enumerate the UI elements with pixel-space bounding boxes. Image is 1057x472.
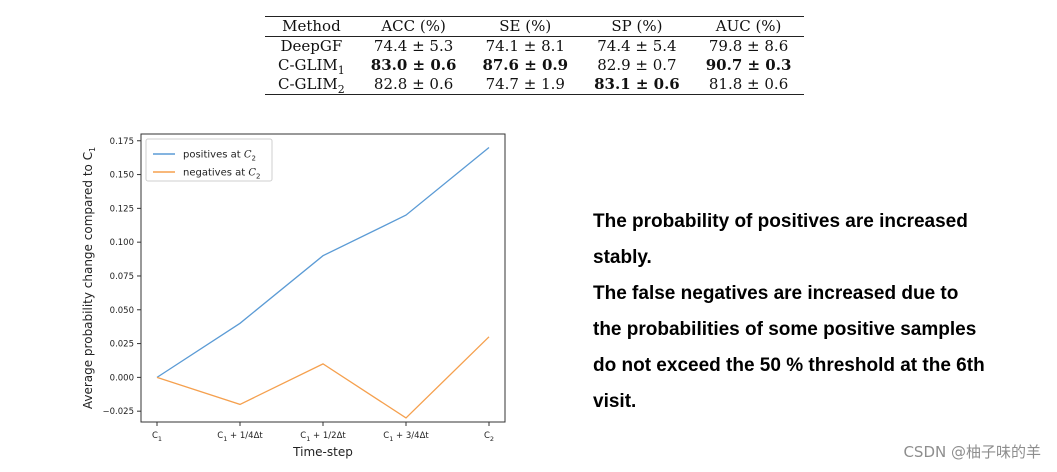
acc-cell: 82.8 ± 0.6 xyxy=(373,75,454,93)
legend-label: positives at C2 xyxy=(183,150,256,163)
x-tick-label: C2 xyxy=(484,431,494,443)
table-row: C-GLIM2 82.8 ± 0.6 74.7 ± 1.9 83.1 ± 0.6… xyxy=(265,75,805,95)
caption-line: The probability of positives are increas… xyxy=(593,211,968,232)
se-cell: 74.7 ± 1.9 xyxy=(485,75,565,93)
table-row: C-GLIM1 83.0 ± 0.6 87.6 ± 0.9 82.9 ± 0.7… xyxy=(265,56,804,77)
se-cell: 74.1 ± 8.1 xyxy=(485,37,565,55)
y-tick-label: 0.000 xyxy=(110,373,134,383)
table-header-row: Method ACC (%) SE (%) SP (%) AUC (%) xyxy=(265,16,805,37)
header-auc: AUC (%) xyxy=(715,17,782,35)
x-tick-label: C1 + 1/2Δt xyxy=(300,431,346,443)
y-tick-label: 0.100 xyxy=(110,238,134,248)
y-tick-label: 0.150 xyxy=(110,171,134,181)
table-row: DeepGF 74.4 ± 5.3 74.1 ± 8.1 74.4 ± 5.4 … xyxy=(265,37,804,57)
x-tick-label: C1 xyxy=(152,431,162,443)
x-tick-label: C1 + 1/4Δt xyxy=(217,431,263,443)
method-subscript: 2 xyxy=(337,83,345,96)
header-acc: ACC (%) xyxy=(381,17,446,35)
sp-cell: 74.4 ± 5.4 xyxy=(597,37,677,55)
series-line-0 xyxy=(156,147,490,378)
method-name: C-GLIM xyxy=(278,56,338,74)
series-lines xyxy=(156,147,490,419)
acc-cell: 74.4 ± 5.3 xyxy=(373,37,454,55)
caption-line: the probabilities of some positive sampl… xyxy=(593,319,977,340)
caption-line: do not exceed the 50 % threshold at the … xyxy=(593,355,985,376)
results-table: Method ACC (%) SE (%) SP (%) AUC (%) Dee… xyxy=(265,16,805,95)
caption-line: The false negatives are increased due to xyxy=(593,283,959,304)
x-axis-title: Time-step xyxy=(292,445,353,459)
se-cell: 87.6 ± 0.9 xyxy=(482,56,569,74)
axis-ticks: −0.025 0.000 0.025 0.050 0.075 0.100 0.125 0.15… xyxy=(103,137,495,443)
legend-label: negatives at C2 xyxy=(183,168,260,181)
auc-cell: 79.8 ± 8.6 xyxy=(708,37,789,55)
y-tick-label: −0.025 xyxy=(103,407,134,417)
plot-frame xyxy=(140,133,506,423)
series-line-1 xyxy=(156,336,490,419)
y-tick-label: 0.050 xyxy=(110,306,134,316)
y-axis-title-text: Average probability change compared to C… xyxy=(81,147,97,409)
watermark: CSDN @柚子味的羊 xyxy=(903,443,1041,461)
method-name: DeepGF xyxy=(280,37,343,55)
caption-line: visit. xyxy=(593,391,637,412)
auc-cell: 90.7 ± 0.3 xyxy=(705,56,792,74)
header-method: Method xyxy=(282,17,341,35)
method-cell: DeepGF xyxy=(265,37,358,57)
header-se: SE (%) xyxy=(499,17,552,35)
sp-cell: 83.1 ± 0.6 xyxy=(594,75,680,93)
line-chart: Average probability change compared to C… xyxy=(81,133,506,459)
method-cell: C-GLIM1 xyxy=(265,56,358,77)
method-subscript: 1 xyxy=(337,64,345,77)
method-cell: C-GLIM2 xyxy=(265,75,358,95)
y-tick-label: 0.125 xyxy=(110,204,134,214)
method-name: C-GLIM xyxy=(278,75,338,93)
legend: positives at C2 negatives at C2 xyxy=(145,138,273,182)
sp-cell: 82.9 ± 0.7 xyxy=(597,56,677,74)
legend-box xyxy=(145,138,273,182)
x-tick-label: C1 + 3/4Δt xyxy=(383,431,429,443)
y-tick-label: 0.175 xyxy=(110,137,134,147)
caption-line: stably. xyxy=(593,247,652,268)
y-tick-label: 0.025 xyxy=(110,340,134,350)
caption-text: The probability of positives are increas… xyxy=(593,204,1033,420)
header-sp: SP (%) xyxy=(611,17,663,35)
y-axis-title: Average probability change compared to C… xyxy=(81,147,97,409)
y-tick-label: 0.075 xyxy=(110,272,134,282)
auc-cell: 81.8 ± 0.6 xyxy=(708,75,789,93)
acc-cell: 83.0 ± 0.6 xyxy=(370,56,457,74)
